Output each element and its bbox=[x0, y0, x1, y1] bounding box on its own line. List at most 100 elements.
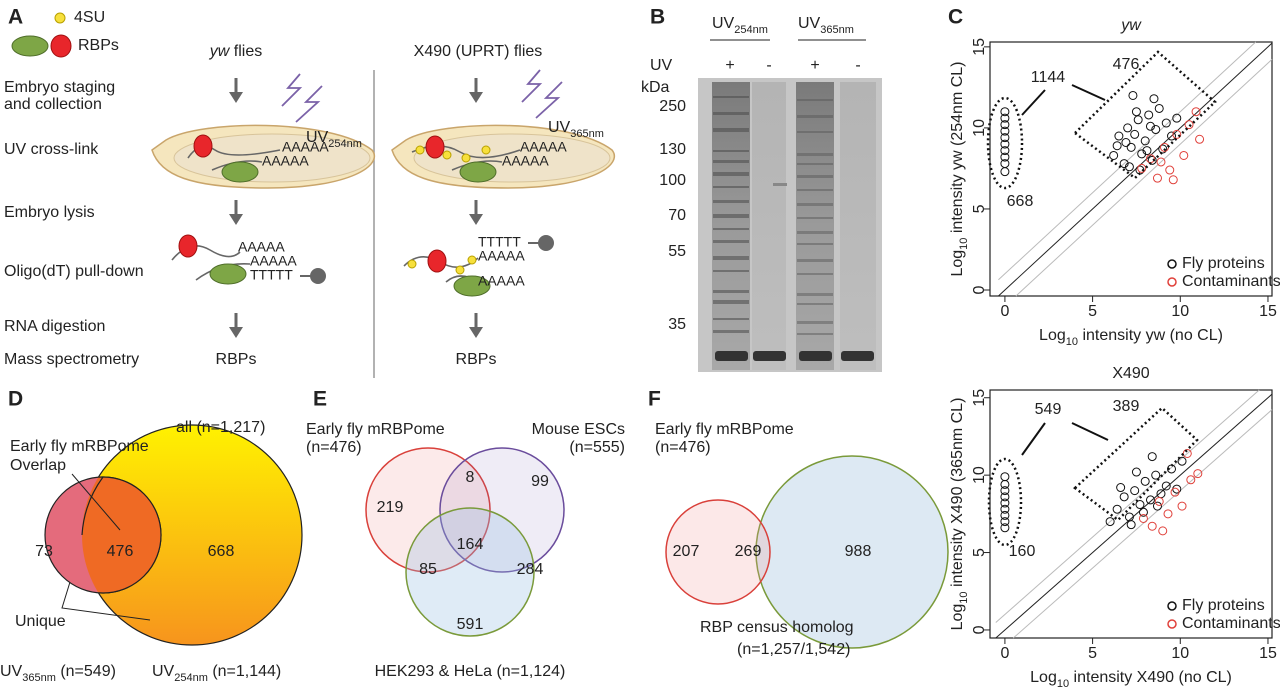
panel-letter: D bbox=[8, 388, 23, 411]
data-point bbox=[1000, 126, 1010, 136]
data-point bbox=[1158, 144, 1168, 154]
gel-band bbox=[773, 183, 787, 186]
annotation: 549 bbox=[1035, 401, 1062, 418]
legend-label: Fly proteins bbox=[1182, 255, 1265, 272]
result-label: RBPs bbox=[456, 351, 497, 368]
step-label: UV cross-link bbox=[4, 141, 99, 158]
gel-band bbox=[715, 351, 748, 361]
gel-band bbox=[797, 153, 833, 156]
venn-count: 164 bbox=[457, 536, 484, 553]
data-point bbox=[1144, 110, 1154, 120]
legend-label: Fly proteins bbox=[1182, 597, 1265, 614]
set-label: (n=476) bbox=[655, 439, 711, 456]
data-point bbox=[1145, 121, 1155, 131]
data-point bbox=[1114, 131, 1124, 141]
text-part: UV bbox=[306, 129, 329, 146]
gel-band bbox=[797, 99, 833, 101]
y-tick-label: 5 bbox=[971, 548, 988, 557]
set-label: HEK293 & HeLa (n=1,124) bbox=[375, 663, 566, 680]
legend-marker bbox=[1167, 619, 1177, 629]
venn-circle bbox=[365, 447, 491, 573]
gel-band bbox=[797, 115, 833, 118]
x-tick-label: 10 bbox=[1171, 645, 1189, 662]
poly-a: AAAAA bbox=[478, 248, 525, 264]
subscript: 10 bbox=[1057, 678, 1069, 689]
gel-band bbox=[713, 186, 749, 188]
venn-e bbox=[365, 447, 565, 637]
lane-header: UV365nm bbox=[798, 15, 854, 36]
data-point bbox=[1193, 469, 1203, 479]
gel-band bbox=[713, 150, 749, 152]
legend-label: Contaminants bbox=[1182, 615, 1280, 632]
x-tick-label: 10 bbox=[1171, 303, 1189, 320]
marker-label: 100 bbox=[659, 172, 686, 189]
annotation: 1144 bbox=[1031, 69, 1066, 86]
embryo-right bbox=[391, 124, 615, 189]
x-axis-label: Log10 intensity yw (no CL) bbox=[1039, 327, 1223, 348]
panel-a-art bbox=[11, 12, 615, 378]
data-point bbox=[1151, 125, 1161, 135]
gel-band bbox=[797, 259, 833, 262]
text-part: UV bbox=[0, 663, 23, 680]
x-tick-label: 15 bbox=[1259, 303, 1277, 320]
data-point bbox=[1170, 487, 1180, 497]
gel-band bbox=[713, 290, 749, 293]
annotation-region bbox=[1073, 50, 1217, 180]
x-tick-label: 5 bbox=[1088, 303, 1097, 320]
reference-line bbox=[1012, 409, 1273, 639]
venn-edge bbox=[81, 476, 104, 536]
venn-count: 591 bbox=[457, 616, 484, 633]
data-point bbox=[1142, 146, 1152, 156]
data-point bbox=[1165, 165, 1175, 175]
data-point bbox=[1124, 162, 1134, 172]
x-tick-label: 5 bbox=[1088, 645, 1097, 662]
gel-band bbox=[797, 321, 833, 324]
venn-circle bbox=[405, 507, 535, 637]
gel-band bbox=[713, 128, 749, 132]
text-part: Log bbox=[949, 604, 966, 631]
set-label: all (n=1,217) bbox=[176, 419, 265, 436]
panel-letter: E bbox=[313, 388, 327, 411]
legend-label: Contaminants bbox=[1182, 273, 1280, 290]
data-point bbox=[1000, 523, 1010, 533]
data-point bbox=[1154, 496, 1164, 506]
data-point bbox=[1000, 133, 1010, 143]
subscript: 10 bbox=[958, 591, 970, 603]
set-label: Unique bbox=[15, 613, 66, 630]
gel-lane bbox=[796, 82, 834, 370]
gel-lane bbox=[712, 82, 750, 370]
text-part: intensity X490 (no CL) bbox=[1069, 669, 1232, 686]
data-point bbox=[1186, 475, 1196, 485]
gel-band bbox=[799, 351, 832, 361]
subscript: 365nm bbox=[22, 672, 56, 684]
set-label: Early fly mRBPome bbox=[10, 438, 149, 455]
venn-count: 988 bbox=[845, 543, 872, 560]
subscript: 365nm bbox=[820, 24, 854, 36]
x-tick-label: 0 bbox=[1000, 645, 1009, 662]
text-part: UV bbox=[548, 119, 571, 136]
annotation: 389 bbox=[1113, 398, 1140, 415]
gel-band bbox=[753, 351, 786, 361]
venn-count: 219 bbox=[377, 499, 404, 516]
gel-band bbox=[797, 273, 833, 275]
annotation-ellipse bbox=[986, 96, 1024, 190]
uv-label: UV365nm bbox=[548, 119, 604, 140]
reference-line bbox=[995, 389, 1260, 623]
gel-band bbox=[713, 300, 749, 304]
reference-line bbox=[1015, 58, 1273, 297]
step-label: Oligo(dT) pull-down bbox=[4, 263, 144, 280]
poly-a: AAAAA bbox=[520, 139, 567, 155]
gel-band bbox=[713, 160, 749, 163]
gel-band bbox=[797, 175, 833, 178]
pointer bbox=[61, 581, 151, 621]
gel-band bbox=[797, 243, 833, 245]
data-point bbox=[1167, 131, 1177, 141]
data-point bbox=[1140, 136, 1150, 146]
data-point bbox=[1000, 504, 1010, 514]
uv-sign: - bbox=[855, 57, 860, 74]
set-label: UV254nm (n=1,144) bbox=[152, 663, 281, 684]
y-tick-label: 10 bbox=[971, 466, 988, 484]
venn-count: 668 bbox=[208, 543, 235, 560]
text-part: Log bbox=[1030, 669, 1057, 686]
